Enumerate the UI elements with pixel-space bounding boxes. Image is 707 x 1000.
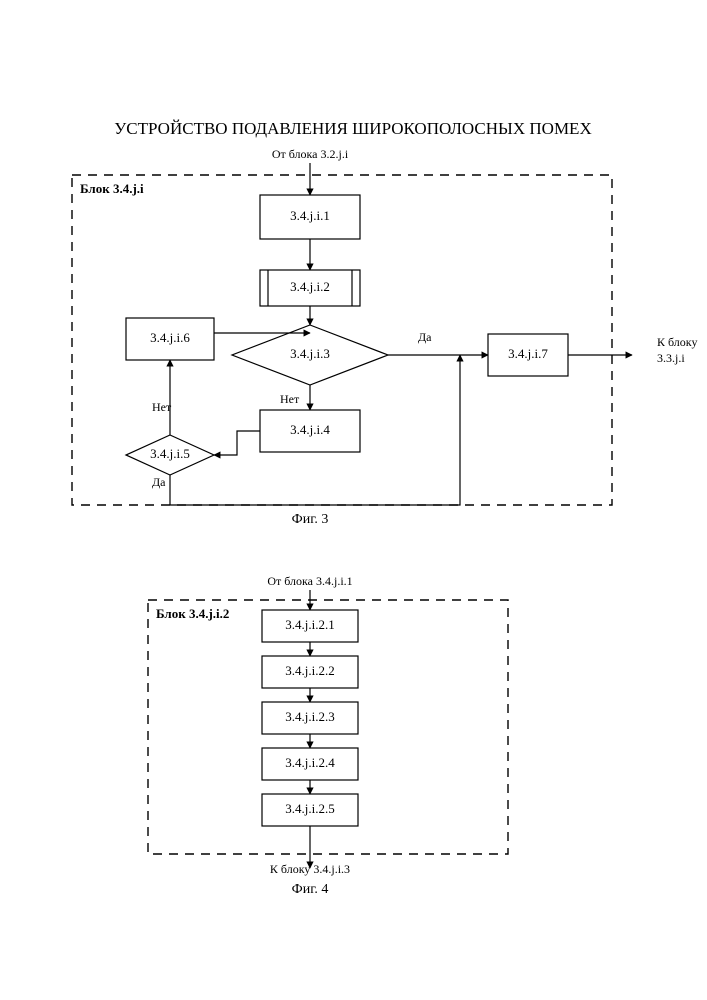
fig3-input-label: От блока 3.2.j.i [272,147,349,161]
fig3-node-5-label: 3.4.j.i.5 [150,446,190,461]
fig4-node-2-label: 3.4.j.i.2.2 [285,663,334,678]
page-title: УСТРОЙСТВО ПОДАВЛЕНИЯ ШИРОКОПОЛОСНЫХ ПОМ… [114,119,591,138]
fig4-node-1-label: 3.4.j.i.2.1 [285,617,334,632]
fig4-block-label: Блок 3.4.j.i.2 [156,606,229,621]
fig4-input-label: От блока 3.4.j.i.1 [267,574,352,588]
fig3-node-3-label: 3.4.j.i.3 [290,346,330,361]
fig3-block-label: Блок 3.4.j.i [80,181,144,196]
fig3-node-2-label: 3.4.j.i.2 [290,279,330,294]
fig3-output-label-1: К блоку [657,335,697,349]
fig3-caption: Фиг. 3 [292,512,329,527]
fig3-node-7-label: 3.4.j.i.7 [508,346,548,361]
fig3-label-5-yes: Да [152,475,166,489]
fig3-node-4-label: 3.4.j.i.4 [290,422,330,437]
fig3-output-label-2: 3.3.j.i [657,351,685,365]
fig4-node-4-label: 3.4.j.i.2.4 [285,755,335,770]
fig4-caption: Фиг. 4 [292,882,329,897]
fig4-node-3-label: 3.4.j.i.2.3 [285,709,334,724]
fig3-label-5-no: Нет [152,400,172,414]
fig3-node-6-label: 3.4.j.i.6 [150,330,190,345]
fig3-node-1-label: 3.4.j.i.1 [290,208,330,223]
fig3-label-3-no: Нет [280,392,300,406]
fig3-e-4-5 [214,431,260,455]
fig4-output-label: К блоку 3.4.j.i.3 [270,862,350,876]
fig3-label-3-yes: Да [418,330,432,344]
fig4-node-5-label: 3.4.j.i.2.5 [285,801,334,816]
